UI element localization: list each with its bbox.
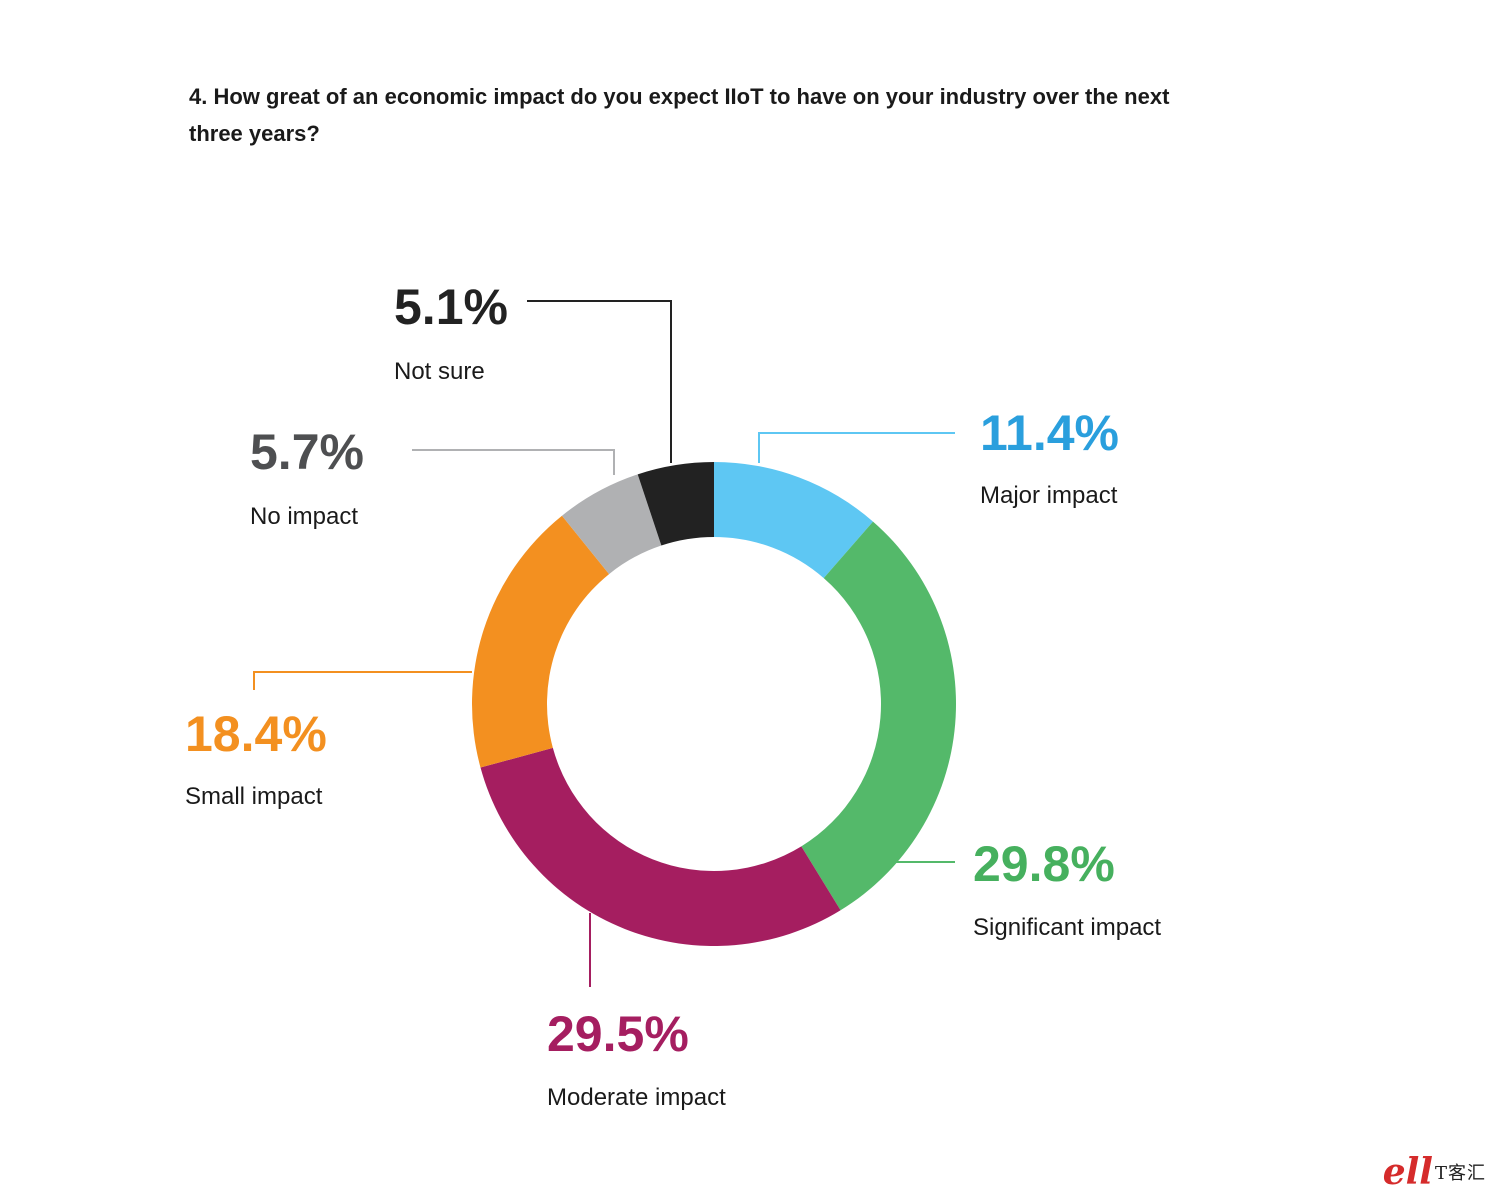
- category-label-significant-impact: Significant impact: [973, 914, 1161, 941]
- slice-major-impact: [714, 462, 874, 579]
- category-label-moderate-impact: Moderate impact: [547, 1084, 726, 1111]
- slice-moderate-impact: [480, 747, 841, 946]
- value-label-small-impact: 18.4%: [185, 706, 327, 762]
- slice-not-sure: [637, 462, 714, 546]
- value-label-major-impact: 11.4%: [980, 405, 1119, 461]
- watermark-text: T客汇: [1434, 1163, 1486, 1184]
- slice-significant-impact: [801, 521, 956, 911]
- watermark-logo: ell: [1382, 1151, 1433, 1193]
- leader-line-no-impact: [412, 449, 615, 475]
- slice-labels: 11.4% Major impact 29.8% Significant impact…: [185, 279, 1161, 1111]
- value-label-significant-impact: 29.8%: [973, 836, 1115, 892]
- category-label-major-impact: Major impact: [980, 482, 1118, 509]
- leader-line-not-sure: [527, 300, 672, 463]
- value-label-moderate-impact: 29.5%: [547, 1006, 689, 1062]
- chart-question: 4. How great of an economic impact do yo…: [189, 84, 1170, 146]
- watermark: ell T客汇: [1383, 1154, 1486, 1190]
- value-label-not-sure: 5.1%: [394, 279, 508, 335]
- leader-line-small-impact: [253, 671, 472, 690]
- category-label-small-impact: Small impact: [185, 783, 323, 810]
- donut-slices: [472, 462, 956, 946]
- slice-no-impact: [561, 474, 662, 575]
- slice-small-impact: [472, 515, 610, 768]
- category-label-no-impact: No impact: [250, 503, 358, 530]
- leader-line-major-impact: [758, 432, 955, 463]
- leader-lines: [253, 300, 955, 987]
- value-label-no-impact: 5.7%: [250, 424, 364, 480]
- category-label-not-sure: Not sure: [394, 358, 485, 385]
